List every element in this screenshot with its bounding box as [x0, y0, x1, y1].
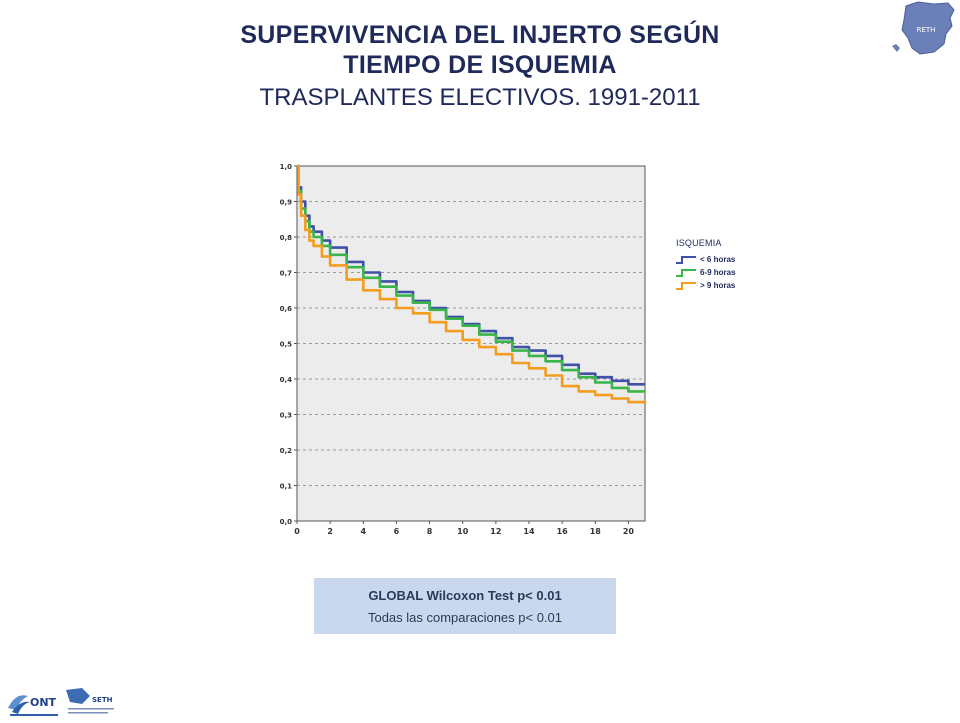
- y-tick-label: 0,2: [280, 447, 293, 455]
- page-subtitle: TRASPLANTES ELECTIVOS. 1991-2011: [259, 84, 701, 111]
- legend-item-6-9: 6-9 horas: [676, 267, 736, 278]
- stats-comparisons: Todas las comparaciones p< 0.01: [367, 610, 563, 625]
- legend-swatch-lt6: [676, 255, 696, 264]
- legend-label-lt6: < 6 horas: [700, 255, 736, 264]
- reth-logo-text: RETH: [917, 26, 936, 34]
- series-line-1: [297, 164, 645, 393]
- title-block: SUPERVIVENCIA DEL INJERTO SEGÚN TIEMPO D…: [0, 20, 960, 114]
- x-tick-label: 10: [457, 527, 469, 536]
- reth-logo: RETH: [890, 0, 960, 58]
- y-tick-label: 0,1: [280, 483, 293, 491]
- x-tick-label: 8: [427, 527, 433, 536]
- x-tick-label: 14: [523, 527, 535, 536]
- legend-label-6-9: 6-9 horas: [700, 268, 736, 277]
- legend-title: ISQUEMIA: [676, 238, 722, 248]
- x-tick-label: 18: [590, 527, 602, 536]
- survival-chart: 0,0 0,1 0,2 0,3 0,4 0,5 0,6 0,7 0,8 0,9 1,0 0 2 4 6 8 10…: [280, 163, 647, 536]
- y-tick-label: 0,9: [280, 199, 293, 207]
- y-tick-label: 0,3: [280, 412, 293, 420]
- legend-swatch-gt9: [676, 281, 696, 290]
- x-tick-label: 6: [394, 527, 400, 536]
- x-tick-label: 12: [490, 527, 501, 536]
- legend-item-gt9: > 9 horas: [676, 280, 736, 291]
- y-tick-label: 0,0: [280, 518, 293, 526]
- page-title-line1: SUPERVIVENCIA DEL INJERTO SEGÚN: [240, 21, 720, 49]
- legend: ISQUEMIA < 6 horas 6-9 horas > 9 horas: [676, 238, 736, 293]
- y-tick-label: 0,6: [280, 305, 293, 313]
- series-line-2: [297, 164, 647, 404]
- stats-box: GLOBAL Wilcoxon Test p< 0.01 Todas las c…: [314, 578, 616, 634]
- x-tick-label: 0: [294, 527, 300, 536]
- ont-logo-text: ONT: [30, 696, 57, 709]
- page-title-line2: TIEMPO DE ISQUEMIA: [343, 51, 617, 79]
- x-tick-label: 16: [557, 527, 569, 536]
- x-tick-label: 4: [360, 527, 366, 536]
- y-tick-label: 0,7: [280, 270, 293, 278]
- y-tick-label: 0,8: [280, 234, 293, 242]
- legend-item-lt6: < 6 horas: [676, 254, 736, 265]
- seth-logo: SETH: [64, 686, 118, 718]
- seth-logo-text: SETH: [92, 696, 113, 704]
- x-tick-label: 2: [327, 527, 333, 536]
- y-tick-label: 1,0: [280, 163, 293, 171]
- legend-label-gt9: > 9 horas: [700, 281, 736, 290]
- y-tick-label: 0,4: [280, 376, 293, 384]
- ont-logo: ONT: [6, 686, 62, 718]
- y-tick-label: 0,5: [280, 341, 293, 349]
- legend-swatch-6-9: [676, 268, 696, 277]
- stats-global-test: GLOBAL Wilcoxon Test p< 0.01: [368, 588, 562, 603]
- x-tick-label: 20: [623, 527, 635, 536]
